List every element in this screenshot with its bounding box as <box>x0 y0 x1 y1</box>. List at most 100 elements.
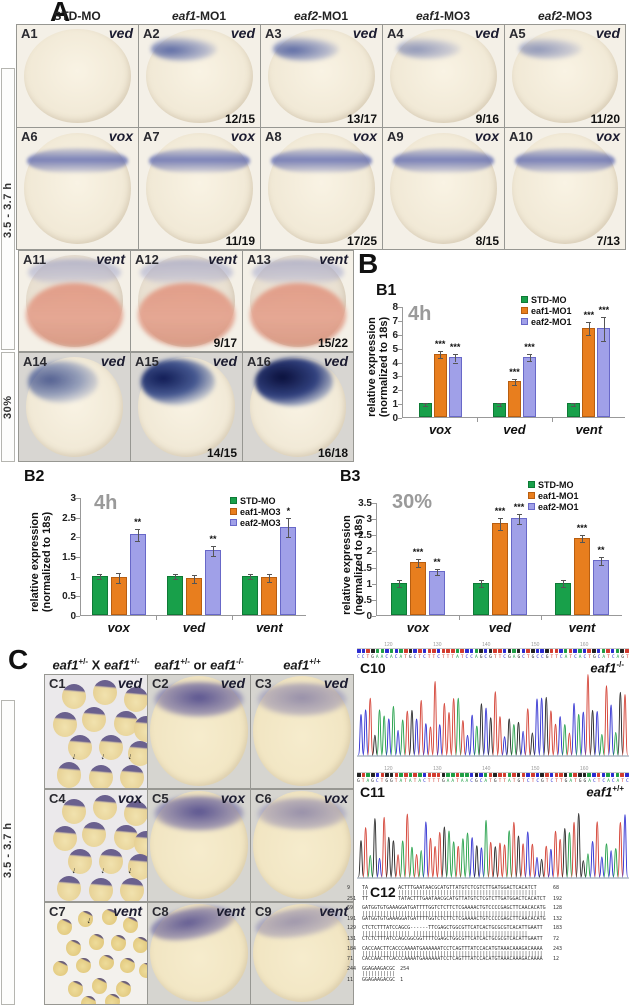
alignment-query-line: 69 GATGGTGTGAAAGGATGATTTTGGTCTCTTCTCGAAAA… <box>347 905 629 911</box>
cell-id: C1 <box>49 676 66 691</box>
cell-id: C6 <box>255 791 272 806</box>
y-tick-mark <box>398 320 402 322</box>
trace-peak <box>408 709 415 756</box>
small-embryo <box>128 740 147 766</box>
small-embryo <box>92 679 117 705</box>
basecall-letter: T <box>621 779 624 784</box>
basecall-letter: T <box>394 779 398 784</box>
error-cap <box>497 402 502 404</box>
alignment-end-number: 243 <box>553 945 563 952</box>
error-cap <box>560 580 566 582</box>
trace-peak <box>404 813 411 878</box>
cell-id: C7 <box>49 904 66 919</box>
basecall-square <box>516 773 521 777</box>
trace-peak <box>362 827 369 878</box>
significance-label: *** <box>583 310 595 321</box>
error-cap <box>598 564 604 566</box>
bar-eaf1-MO1-vent <box>582 327 596 417</box>
small-embryo <box>76 957 92 974</box>
basecall-letter: A <box>460 779 464 784</box>
basecall-letter: C <box>484 655 488 660</box>
small-embryo <box>82 821 107 847</box>
small-embryo <box>105 993 121 1004</box>
gene-label: ved <box>212 353 237 369</box>
embryo <box>137 357 236 457</box>
basecall-square <box>516 649 521 653</box>
basecall-letter: T <box>569 655 573 660</box>
basecall-square <box>483 773 488 777</box>
chart-title: 4h <box>408 303 432 325</box>
trace-peak <box>469 714 476 756</box>
error-cap <box>601 317 607 319</box>
error-bar <box>529 354 531 362</box>
alignment-id: C12 <box>368 884 398 900</box>
error-cap <box>571 405 577 407</box>
basecall-square <box>436 773 441 777</box>
error-bar <box>99 573 101 580</box>
error-bar <box>519 514 520 524</box>
alignment-start-number: 9 <box>347 885 351 891</box>
basecall-letter: A <box>602 655 606 660</box>
bar-eaf2-MO3-ved <box>205 550 221 615</box>
y-tick-mark <box>76 537 80 539</box>
basecall-square <box>582 649 587 653</box>
y-tick-label: 0 <box>392 413 398 424</box>
legend-label: eaf2-MO1 <box>531 316 572 327</box>
error-cap <box>586 322 592 324</box>
x-category-label: vox <box>428 422 452 437</box>
basecall-letter: C <box>611 779 615 784</box>
legend-label: eaf1-MO3 <box>240 506 281 517</box>
gene-label: vent <box>319 251 348 267</box>
trace-peak <box>418 850 425 878</box>
trace-peak <box>390 840 397 878</box>
cell-id: A8 <box>265 129 282 144</box>
x-category-label: ved <box>182 620 206 635</box>
basecall-square <box>521 649 526 653</box>
basecall-square <box>507 773 511 777</box>
trace-peak <box>413 718 420 756</box>
significance-label: *** <box>598 305 610 316</box>
basecall-letter: C <box>550 779 554 784</box>
cell-id: A10 <box>509 129 533 144</box>
gene-label: vox <box>323 790 348 806</box>
y-tick-mark <box>372 567 376 569</box>
y-tick-label: 1 <box>392 399 398 411</box>
chart-title: 4h <box>94 492 118 514</box>
error-cap <box>497 518 503 520</box>
small-embryo <box>67 848 92 874</box>
error-cap <box>172 573 178 575</box>
basecall-letter: T <box>526 655 530 660</box>
trace-peak <box>510 821 517 878</box>
y-tick-label: 4 <box>392 357 398 369</box>
cell-id: A6 <box>21 129 38 144</box>
basecall-letter: G <box>474 779 478 784</box>
embryo <box>268 132 375 245</box>
y-tick-label: 2.5 <box>62 512 76 524</box>
ruler-number: 140 <box>482 642 491 648</box>
embryo <box>25 255 124 347</box>
embryo <box>268 29 375 123</box>
y-tick-mark <box>398 418 402 419</box>
ruler-number: 160 <box>580 766 589 772</box>
gene-label: vent <box>208 251 237 267</box>
alignment-query-line: 184 CACCAACTTCACCCAAAATGAAAAAATCCTCAGTTTA… <box>347 945 629 952</box>
legend-label: eaf1-MO1 <box>538 490 579 501</box>
basecall-letter: A <box>451 779 455 784</box>
trace-peak <box>506 830 513 878</box>
small-embryo <box>102 909 118 925</box>
basecall-square <box>357 773 361 777</box>
embryo <box>253 676 351 786</box>
basecall-letter: G <box>517 655 521 660</box>
alignment-match-line: |||||||||||||||| |||||||||||||||||||||||… <box>347 931 629 937</box>
basecall-letter: G <box>541 779 544 784</box>
bar-eaf2-MO1-ved <box>511 518 527 615</box>
basecall-square <box>474 649 479 653</box>
error-cap <box>415 558 421 560</box>
alignment-block: 9 TAGCTGGTATATACTTTGAATAACGCATGTTATGTCTCG… <box>347 885 629 902</box>
trace-peak <box>376 857 383 878</box>
alignment-sequence: TAGCTGGTATATACTTTGAATAACGCATGTTATGTCTCGT… <box>362 885 537 891</box>
y-tick-label: 0 <box>70 611 76 622</box>
ruler-number: 160 <box>580 642 589 648</box>
embryo <box>512 132 618 245</box>
basecall-square <box>361 773 366 777</box>
